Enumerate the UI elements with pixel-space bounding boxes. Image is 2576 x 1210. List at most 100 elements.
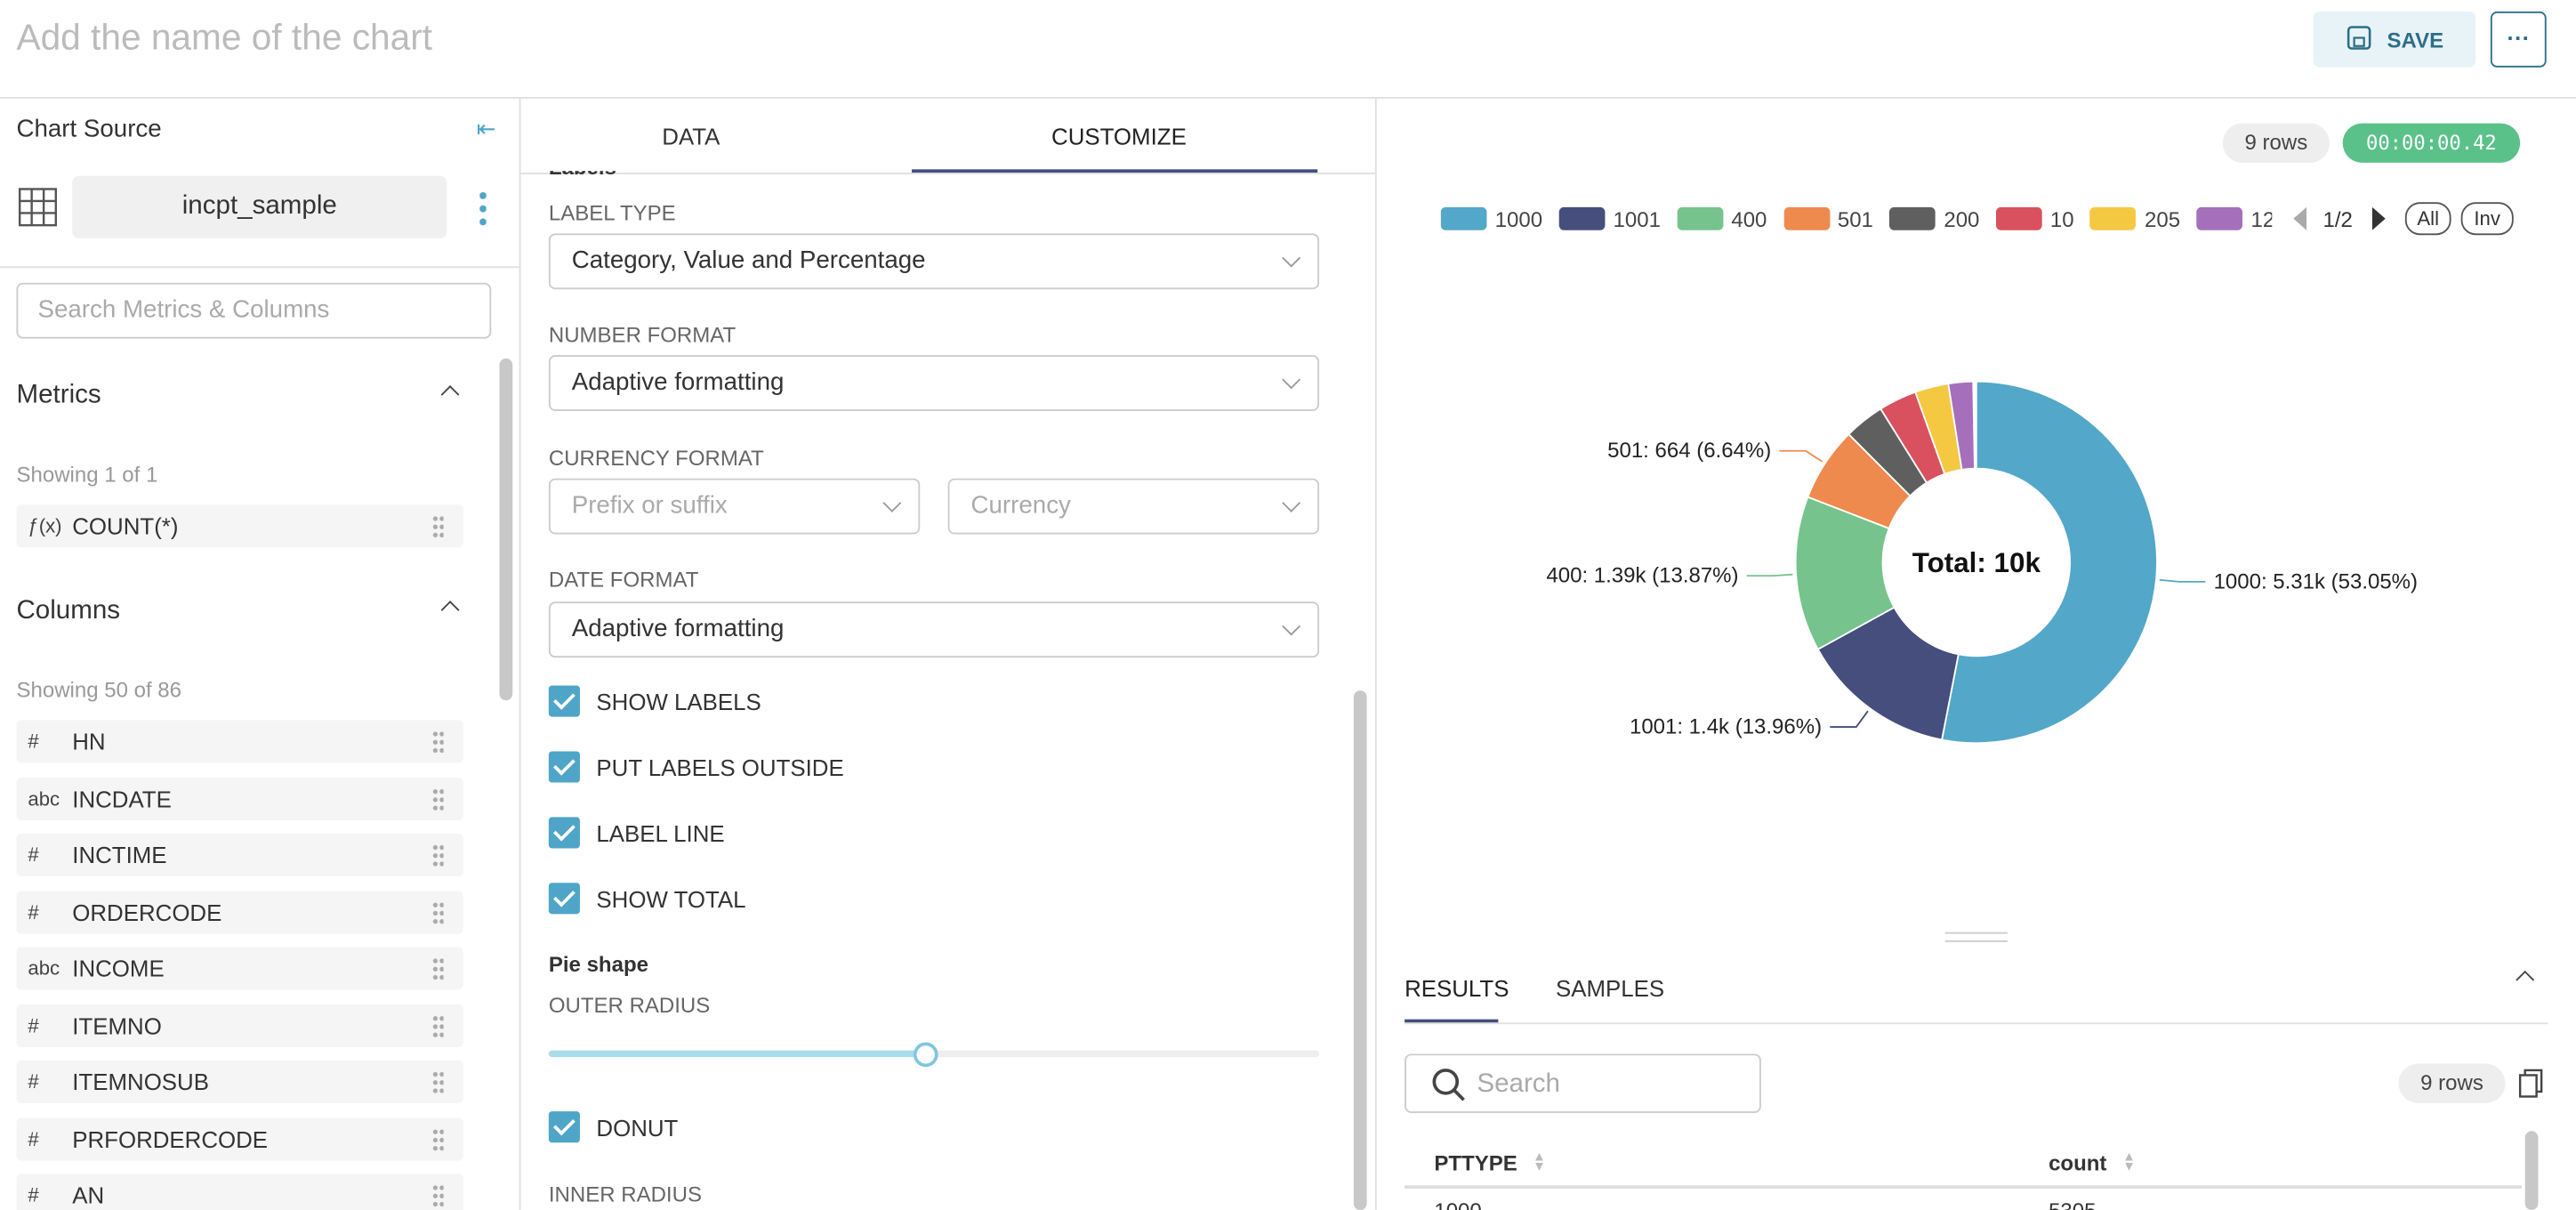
collapse-icon[interactable]: ⇤ (476, 115, 496, 141)
chart-title-input[interactable]: Add the name of the chart (16, 16, 433, 58)
legend-item[interactable]: 1000 (1440, 204, 1542, 233)
search-input[interactable]: Search Metrics & Columns (16, 282, 492, 339)
collapse-chevron[interactable] (440, 601, 460, 619)
pie-chart: 1000: 5.31k (53.05%) 1001: 1.4k (13.96%) 4… (1546, 380, 2418, 745)
item-name: PRFORDERCODE (72, 1125, 269, 1152)
scrollbar (1353, 690, 1367, 1210)
drag-handle (431, 1013, 444, 1037)
checkbox[interactable] (548, 883, 580, 915)
label-line (1746, 573, 1793, 577)
columns-heading: Columns (16, 596, 121, 625)
legend-prev[interactable] (2290, 206, 2310, 232)
resize-handle[interactable] (1944, 932, 2008, 942)
legend-label: 10 (2049, 206, 2074, 231)
datasource-name[interactable]: incpt_sample (72, 175, 447, 238)
column-header[interactable]: count (2049, 1150, 2107, 1176)
slider-handle[interactable] (913, 1042, 938, 1068)
header-divider (1405, 1185, 2522, 1189)
legend-label: 1001 (1613, 206, 1661, 231)
list-item[interactable]: # INCTIME (16, 833, 463, 876)
tab-underline (1405, 1019, 1499, 1023)
pie-slice[interactable] (1947, 380, 1976, 471)
divider (0, 266, 519, 269)
list-item[interactable]: # PRFORDERCODE (16, 1117, 463, 1160)
list-item[interactable]: abc INCDATE (16, 777, 463, 820)
checkbox-label: SHOW LABELS (596, 689, 761, 715)
select-placeholder: Currency (970, 491, 1071, 520)
list-item[interactable]: # AN (16, 1174, 463, 1210)
slider-fill (548, 1050, 925, 1058)
section-heading: Labels (548, 154, 616, 180)
drag-handle (431, 514, 444, 538)
legend-item[interactable]: 400 (1677, 204, 1767, 233)
legend-inv[interactable]: Inv (2460, 202, 2514, 236)
drag-handle (431, 730, 444, 754)
legend-item[interactable]: 501 (1783, 204, 1873, 233)
collapse-chevron[interactable] (2516, 970, 2535, 989)
divider (1405, 1022, 2548, 1025)
type-icon: # (28, 1183, 39, 1207)
tab-underline (912, 169, 1318, 173)
metrics-heading: Metrics (16, 381, 101, 410)
list-item[interactable]: # HN (16, 720, 463, 763)
legend-next[interactable] (2369, 206, 2388, 232)
sort-icon[interactable]: ▲ ▼ (1533, 1149, 1546, 1174)
row-count: 9 rows (2398, 1063, 2506, 1103)
pie-slice[interactable] (1941, 380, 2158, 745)
checkbox[interactable] (548, 751, 580, 783)
source-heading: Chart Source (16, 115, 162, 143)
legend-item[interactable]: 205 (2090, 204, 2180, 233)
select-value: Adaptive formatting (571, 615, 785, 643)
legend-swatch (2090, 206, 2137, 230)
section-heading: Pie shape (548, 951, 648, 977)
tab-active[interactable]: CUSTOMIZE (1051, 123, 1187, 150)
results-search[interactable]: Search (1405, 1053, 1761, 1113)
sort-icon[interactable]: ▲ ▼ (2122, 1149, 2136, 1174)
column-header[interactable]: PTTYPE (1434, 1150, 1517, 1176)
header-divider (0, 97, 2576, 99)
datasource-menu[interactable] (479, 189, 487, 226)
select[interactable]: Currency (947, 478, 1320, 535)
type-icon: abc (28, 956, 60, 980)
select[interactable]: Prefix or suffix (548, 478, 921, 535)
select-value: Category, Value and Percentage (571, 246, 926, 275)
legend-label: 501 (1837, 206, 1873, 231)
select-placeholder: Prefix or suffix (571, 491, 728, 520)
scrollbar (499, 358, 513, 701)
select[interactable]: Adaptive formatting (548, 355, 1320, 411)
cell: 1000 (1434, 1198, 1481, 1210)
type-icon: # (28, 899, 39, 924)
list-item[interactable]: # ITEMNOSUB (16, 1060, 463, 1103)
copy-icon[interactable] (2518, 1069, 2545, 1098)
pie-slice[interactable] (1816, 606, 1960, 741)
select[interactable]: Adaptive formatting (548, 601, 1320, 658)
list-item[interactable]: # ORDERCODE (16, 890, 463, 933)
more-button[interactable]: ··· (2490, 11, 2547, 68)
legend-item[interactable]: 1001 (1558, 204, 1661, 233)
type-icon: ƒ(x) (28, 514, 62, 538)
slice-label: 501: 664 (6.64%) (1607, 439, 1771, 463)
tab[interactable]: DATA (662, 123, 720, 150)
checkbox[interactable] (548, 817, 580, 849)
legend-label: 12 (2250, 206, 2272, 231)
list-item[interactable]: abc INCOME (16, 947, 463, 990)
save-button[interactable]: SAVE (2313, 11, 2476, 68)
list-item[interactable]: # ITEMNO (16, 1004, 463, 1047)
item-name: ITEMNOSUB (72, 1069, 209, 1095)
type-icon: # (28, 1126, 39, 1150)
checkbox[interactable] (548, 685, 580, 717)
collapse-chevron[interactable] (440, 385, 460, 404)
legend-item[interactable]: 12 (2196, 204, 2272, 233)
field-label: INNER RADIUS (548, 1182, 702, 1207)
legend-item[interactable]: 200 (1889, 204, 1979, 233)
list-item[interactable]: ƒ(x) COUNT(*) (16, 504, 463, 548)
legend-all[interactable]: All (2404, 202, 2451, 236)
legend-item[interactable]: 10 (1995, 204, 2074, 233)
tab[interactable]: SAMPLES (1556, 974, 1665, 1002)
label-line (2159, 578, 2206, 583)
tab-active[interactable]: RESULTS (1405, 974, 1509, 1002)
checkbox[interactable] (548, 1111, 580, 1143)
legend-swatch (1558, 206, 1606, 230)
select[interactable]: Category, Value and Percentage (548, 233, 1320, 290)
